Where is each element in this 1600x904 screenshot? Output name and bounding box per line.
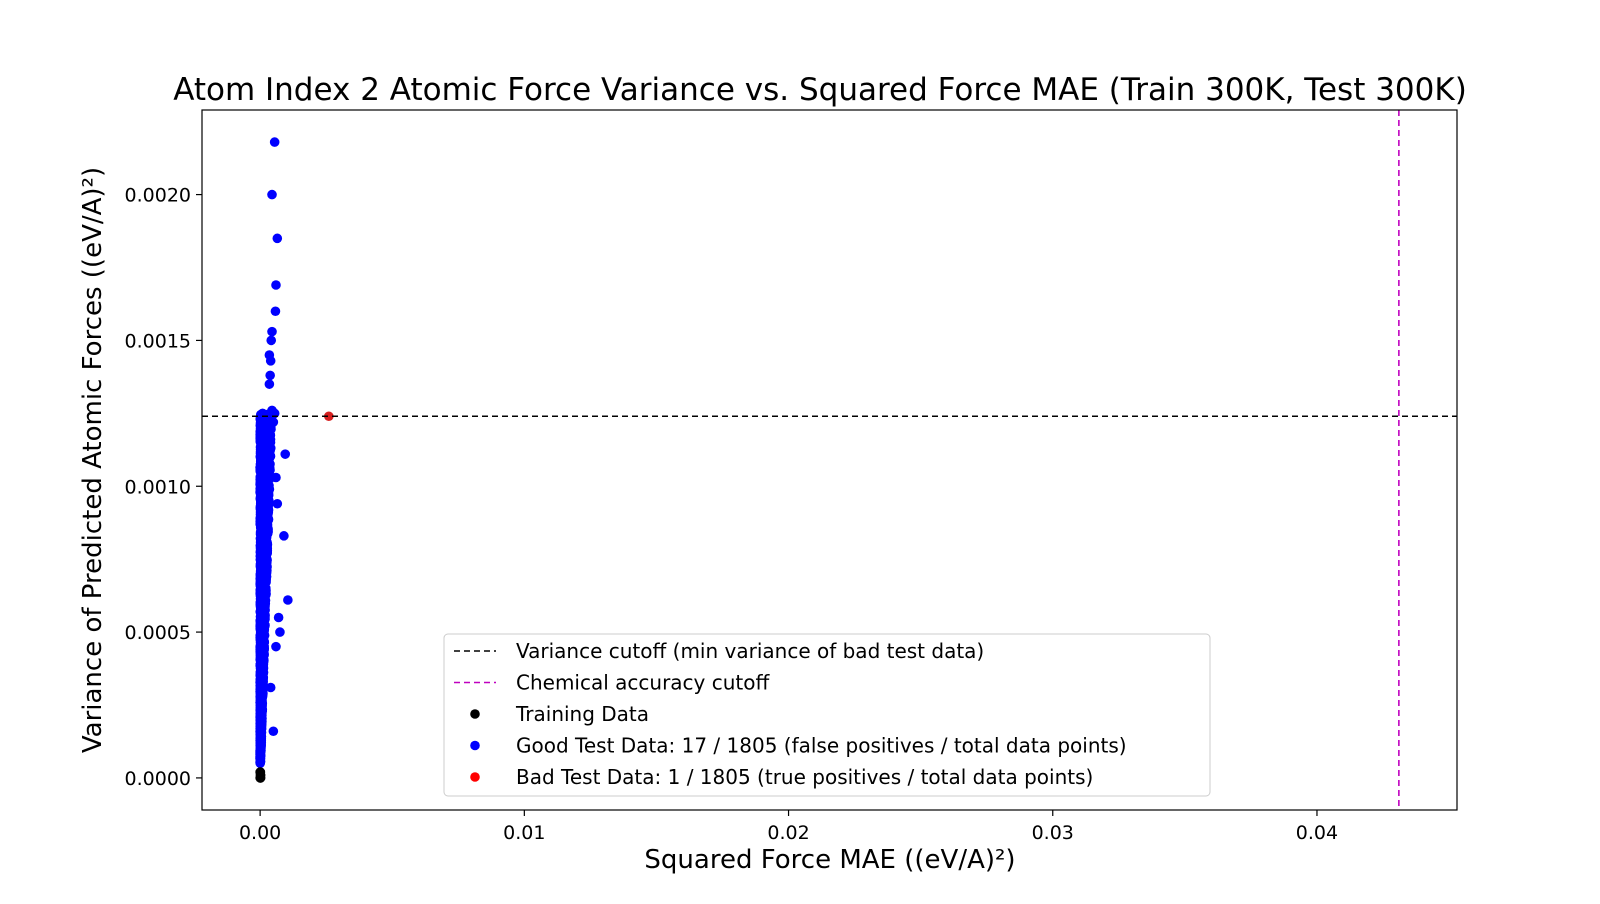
good-test-point <box>272 233 283 244</box>
good-test-point <box>257 421 268 431</box>
legend-label: Chemical accuracy cutoff <box>516 671 770 695</box>
good-test-point <box>258 657 269 667</box>
good-test-point <box>257 438 268 449</box>
x-tick-label: 0.04 <box>1296 822 1338 844</box>
good-test-point <box>265 682 276 693</box>
good-test-point <box>261 463 272 474</box>
y-tick-label: 0.0005 <box>125 622 191 644</box>
good-test-point <box>269 137 280 147</box>
good-test-point <box>258 509 269 519</box>
x-tick-label: 0.00 <box>239 822 281 844</box>
good-test-point <box>256 689 267 699</box>
x-tick-label: 0.02 <box>767 822 809 844</box>
good-test-point <box>270 306 281 317</box>
good-test-point <box>255 646 265 657</box>
good-test-point <box>268 417 279 427</box>
good-test-point <box>255 451 266 462</box>
good-test-point <box>259 566 270 577</box>
legend-marker-swatch <box>470 772 480 782</box>
y-axis-label: Variance of Predicted Atomic Forces ((eV… <box>78 167 108 753</box>
legend-label: Bad Test Data: 1 / 1805 (true positives … <box>516 765 1093 789</box>
good-test-point <box>275 627 285 637</box>
y-tick-label: 0.0000 <box>125 768 191 790</box>
good-test-point <box>283 595 293 605</box>
x-tick-label: 0.03 <box>1032 822 1074 844</box>
plot-area <box>255 137 334 783</box>
good-test-point <box>273 612 284 623</box>
good-test-point <box>256 634 266 644</box>
legend-label: Variance cutoff (min variance of bad tes… <box>516 639 984 663</box>
good-test-point <box>271 280 281 290</box>
good-test-point <box>257 626 268 637</box>
good-test-point <box>257 604 267 614</box>
good-test-point <box>267 326 277 337</box>
x-tick-label: 0.01 <box>503 822 545 844</box>
legend-box <box>443 633 1211 797</box>
good-test-point <box>267 189 277 200</box>
y-tick-label: 0.0020 <box>125 185 191 207</box>
legend-label: Good Test Data: 17 / 1805 (false positiv… <box>516 734 1127 758</box>
bad-test-point <box>324 411 334 422</box>
good-test-point <box>255 746 265 756</box>
good-test-point <box>264 379 275 389</box>
good-test-point <box>257 589 267 599</box>
good-test-point <box>263 498 274 509</box>
good-test-point <box>259 474 270 484</box>
good-test-point <box>266 335 277 346</box>
axes-frame <box>201 109 1458 811</box>
x-axis-ticks: 0.00 0.01 0.02 0.03 0.04 <box>239 810 1338 844</box>
good-test-point <box>255 731 266 742</box>
good-test-point <box>279 531 289 541</box>
good-test-point <box>265 356 276 366</box>
good-test-point <box>271 641 281 652</box>
chart-title: Atom Index 2 Atomic Force Variance vs. S… <box>173 72 1467 108</box>
good-test-point <box>268 726 279 737</box>
good-test-point <box>256 556 267 566</box>
legend: Variance cutoff (min variance of bad tes… <box>443 633 1211 797</box>
good-test-point <box>256 531 267 541</box>
good-test-point <box>280 449 291 459</box>
good-test-point <box>257 706 267 716</box>
good-test-point <box>257 579 267 589</box>
good-test-point <box>255 757 265 767</box>
legend-marker-swatch <box>470 709 480 719</box>
good-test-point <box>272 498 283 509</box>
good-test-point <box>265 370 275 381</box>
y-axis-ticks: 0.0000 0.0005 0.0010 0.0015 0.0020 <box>125 185 202 790</box>
reference-lines <box>202 110 1457 810</box>
good-test-point <box>258 544 268 554</box>
x-axis-label: Squared Force MAE ((eV/A)²) <box>644 845 1015 875</box>
good-test-point <box>255 723 266 733</box>
good-test-point <box>255 517 266 528</box>
y-tick-label: 0.0010 <box>125 476 191 498</box>
training-point <box>255 770 266 780</box>
y-tick-label: 0.0015 <box>125 330 191 352</box>
legend-marker-swatch <box>470 740 480 751</box>
legend-label: Training Data <box>515 702 649 726</box>
good-test-point <box>271 472 281 483</box>
good-test-point <box>255 613 266 623</box>
